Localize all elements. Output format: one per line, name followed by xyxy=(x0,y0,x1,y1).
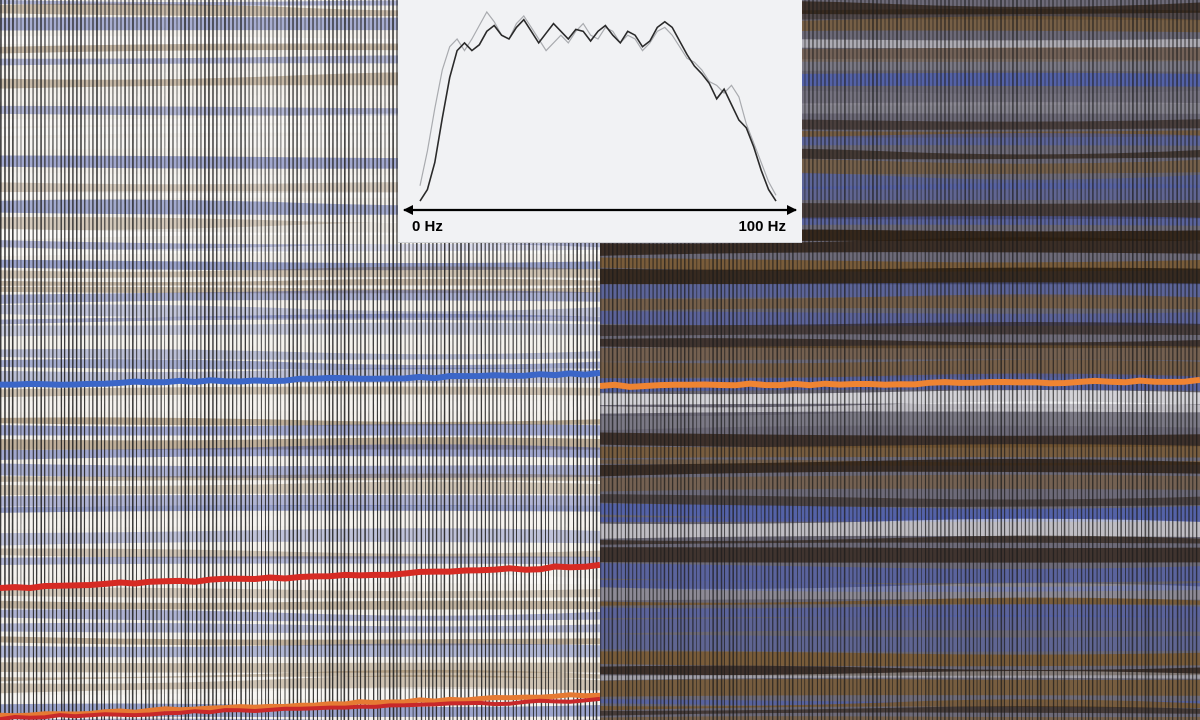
spectrum-curve-dark xyxy=(419,18,777,202)
seismic-wiggle-display-right xyxy=(600,0,1200,720)
axis-start-label: 0 Hz xyxy=(412,218,443,235)
horizon-line xyxy=(0,561,600,591)
spectrum-plot xyxy=(403,10,797,215)
frequency-spectrum-inset: 0 Hz 100 Hz xyxy=(398,0,802,243)
reflector-bands xyxy=(600,0,1200,720)
horizon-line xyxy=(0,692,600,719)
seismic-section-right xyxy=(600,0,1200,720)
horizon-line xyxy=(0,369,600,388)
wiggle-traces xyxy=(0,0,598,720)
spectrum-curve-light xyxy=(419,10,777,196)
horizon-line xyxy=(0,696,600,720)
interpreted-horizons xyxy=(600,376,1200,390)
seismic-wiggle-display-left xyxy=(0,0,600,720)
axis-end-label: 100 Hz xyxy=(738,218,786,235)
interpreted-horizons xyxy=(0,369,600,720)
horizon-line xyxy=(600,376,1200,390)
